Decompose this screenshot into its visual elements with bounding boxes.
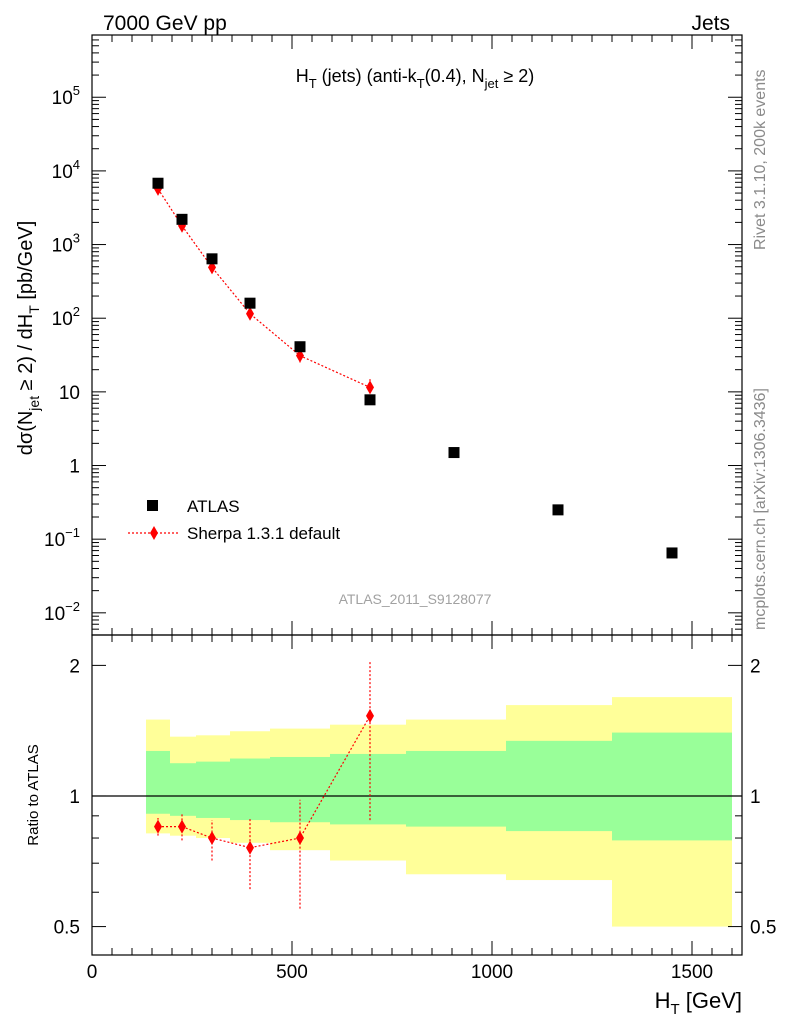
x-tick-label: 0	[87, 962, 98, 983]
ratio-y-tick-label-left: 1	[69, 787, 80, 808]
legend: ATLAS Sherpa 1.3.1 default	[128, 497, 340, 543]
ratio-inner-band	[230, 758, 270, 821]
rivet-label: Rivet 3.1.10, 200k events	[752, 69, 769, 250]
ratio-inner-band	[506, 740, 612, 832]
atlas-point	[152, 177, 164, 189]
ratio-y-tick-label-right: 2	[750, 656, 761, 677]
x-tick-label: 1500	[671, 962, 713, 983]
ratio-y-axis-label: Ratio to ATLAS	[25, 744, 42, 845]
ratio-inner-band	[196, 761, 230, 818]
main-y-tick-label: 105	[52, 83, 80, 109]
legend-sherpa-marker	[150, 526, 158, 540]
main-y-axis-label: dσ(Njet ≥ 2) / dHT [pb/GeV]	[15, 221, 42, 456]
main-axis-ticks	[91, 34, 742, 636]
ratio-inner-band	[330, 753, 406, 825]
ratio-frame	[91, 634, 743, 956]
sherpa-ratio-point	[154, 819, 162, 834]
main-frame	[91, 34, 743, 636]
sherpa-ratio-point	[208, 831, 216, 846]
x-tick-label: 1000	[471, 962, 513, 983]
sherpa-ratio-point	[366, 708, 374, 723]
atlas-point	[364, 394, 376, 406]
atlas-point	[448, 447, 460, 459]
ratio-y-tick-label-left: 0.5	[54, 918, 80, 939]
atlas-point	[176, 213, 188, 225]
mcplots-label: mcplots.cern.ch [arXiv:1306.3436]	[752, 388, 769, 630]
atlas-point	[666, 547, 678, 559]
main-y-tick-labels: 10−2 10−1 1 10 102 103 104 105	[44, 83, 80, 625]
ratio-uncertainty-bands	[146, 697, 732, 927]
main-y-tick-label: 10−1	[44, 525, 80, 551]
sherpa-point	[246, 306, 254, 321]
atlas-point	[206, 253, 218, 265]
legend-atlas-marker	[147, 500, 158, 511]
sherpa-line	[157, 188, 371, 388]
legend-sherpa-label: Sherpa 1.3.1 default	[187, 524, 340, 543]
ratio-y-tick-label-left: 2	[69, 656, 80, 677]
x-axis-label: HT [GeV]	[655, 988, 742, 1018]
main-y-tick-label: 10−2	[44, 599, 80, 625]
main-y-tick-label: 103	[52, 231, 80, 257]
sherpa-ratio-series	[154, 660, 374, 909]
main-y-tick-label: 10	[59, 383, 80, 404]
atlas-series	[152, 177, 678, 559]
legend-atlas-label: ATLAS	[187, 497, 240, 516]
sherpa-ratio-point	[178, 819, 186, 834]
main-y-tick-label: 102	[52, 304, 80, 330]
atlas-point	[244, 297, 256, 309]
sherpa-ratio-point	[246, 840, 254, 855]
main-y-tick-label: 1	[69, 457, 80, 478]
x-tick-label: 500	[276, 962, 308, 983]
atlas-point	[294, 341, 306, 353]
ratio-inner-band	[170, 763, 196, 816]
atlas-point	[552, 504, 564, 516]
ratio-inner-band	[146, 750, 170, 814]
ratio-y-tick-label-right: 0.5	[750, 918, 776, 939]
ratio-y-tick-label-right: 1	[750, 787, 761, 808]
category-label: Jets	[691, 12, 730, 35]
ratio-inner-band	[406, 750, 506, 827]
energy-label: 7000 GeV pp	[103, 12, 227, 35]
main-panel: 10−2 10−1 1 10 102 103 104 105 HT (jets) (anti-…	[15, 34, 743, 636]
analysis-watermark: ATLAS_2011_S9128077	[339, 591, 492, 607]
plot-title: HT (jets) (anti-kT(0.4), Njet ≥ 2)	[296, 66, 535, 91]
ratio-y-tick-labels: 0.5 0.5 1 1 2 2	[54, 656, 777, 938]
x-tick-labels: 0 500 1000 1500	[87, 962, 713, 983]
main-y-tick-label: 104	[52, 157, 80, 183]
sherpa-point	[366, 380, 374, 395]
sherpa-ratio-point	[296, 831, 304, 846]
ratio-panel: 0.5 0.5 1 1 2 2 0 500 1000 1500 Ratio to ATLAS H…	[25, 634, 777, 1018]
ratio-inner-band	[612, 732, 732, 841]
